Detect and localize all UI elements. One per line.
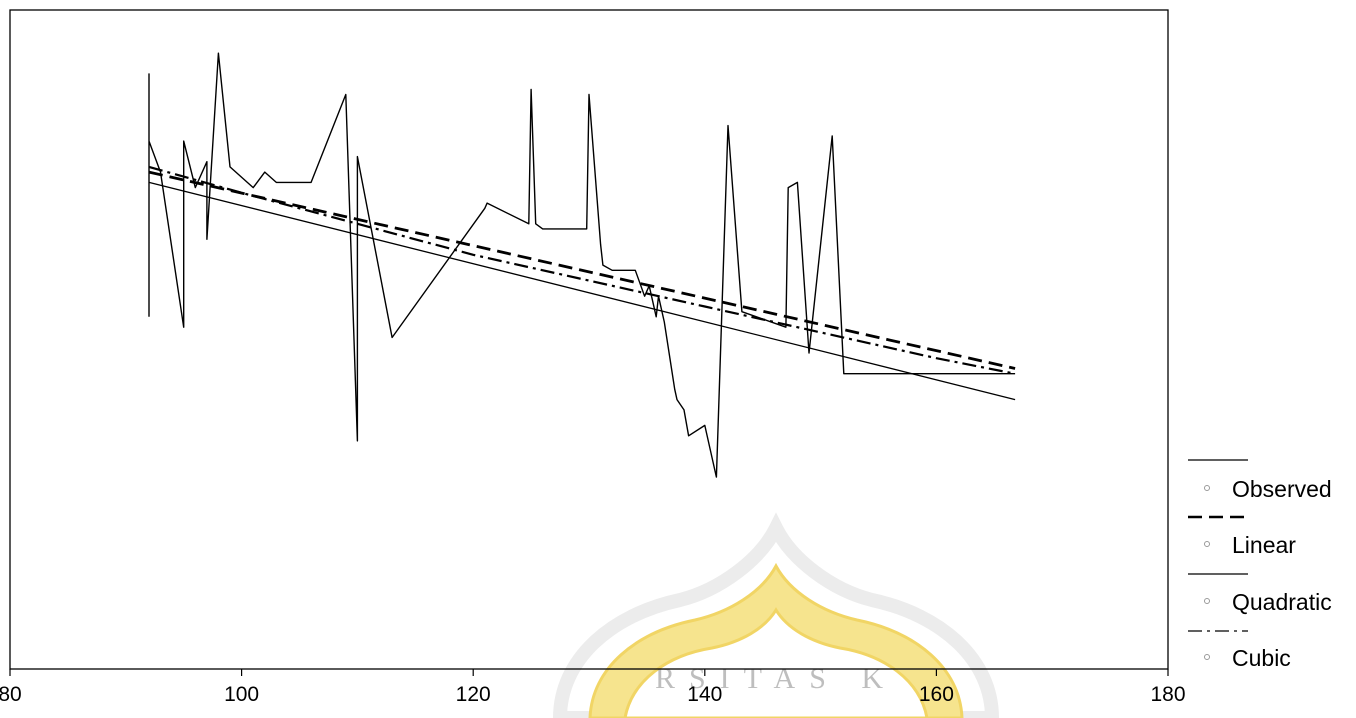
seal-outer-shape xyxy=(552,512,1000,718)
legend-label-linear: Linear xyxy=(1232,532,1296,558)
series-cubic xyxy=(148,165,1016,375)
x-tick-label-120: 120 xyxy=(456,683,491,706)
x-tick-label-180: 180 xyxy=(1150,683,1185,706)
circle-marker-icon xyxy=(1204,598,1210,604)
legend-label-quadratic: Quadratic xyxy=(1232,589,1332,615)
plot-area-frame xyxy=(9,9,1169,670)
university-seal-watermark: RSITAS K xyxy=(552,512,1000,718)
legend-label-cubic: Cubic xyxy=(1232,645,1291,671)
series-quadratic xyxy=(148,181,1016,401)
circle-marker-icon xyxy=(1204,485,1210,491)
series-linear xyxy=(148,170,1016,370)
legend-label-observed: Observed xyxy=(1232,476,1332,502)
x-tick-label-100: 100 xyxy=(224,683,259,706)
circle-marker-icon xyxy=(1204,541,1210,547)
x-tick-label-140: 140 xyxy=(687,683,722,706)
series-observed xyxy=(148,52,1016,478)
seal-lettering: RSITAS K xyxy=(655,662,897,695)
x-tick-label-160: 160 xyxy=(919,683,954,706)
legend: Observed Linear Quadratic Cubic xyxy=(1188,459,1332,671)
circle-marker-icon xyxy=(1204,654,1210,660)
x-axis: 80 100 120 140 160 180 xyxy=(0,669,1186,706)
series-layer xyxy=(148,52,1016,478)
x-tick-label-80: 80 xyxy=(0,683,22,706)
